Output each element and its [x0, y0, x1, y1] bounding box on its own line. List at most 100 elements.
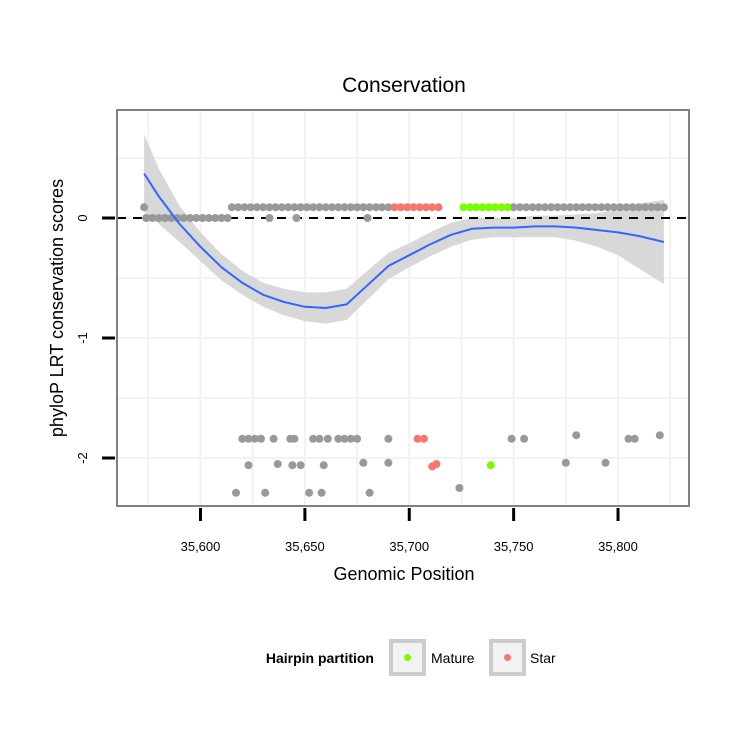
point-other	[186, 214, 195, 222]
point-other	[534, 203, 543, 212]
plot-background	[117, 110, 689, 506]
point-other	[234, 203, 243, 212]
point-other	[359, 458, 368, 467]
point-other	[259, 203, 268, 212]
legend-label-mature: Mature	[431, 650, 475, 666]
point-other	[547, 203, 556, 212]
point-other	[541, 203, 549, 212]
point-other	[597, 203, 606, 212]
point-other	[319, 461, 328, 470]
point-other	[192, 214, 201, 222]
point-other	[321, 203, 330, 212]
point-star	[396, 203, 405, 212]
point-other	[384, 458, 393, 467]
point-other	[515, 203, 524, 212]
point-other	[161, 214, 169, 222]
point-other	[273, 460, 282, 468]
point-other	[265, 203, 274, 212]
point-star	[403, 203, 412, 212]
point-mature	[497, 203, 506, 212]
point-star	[390, 203, 399, 212]
point-other	[290, 434, 299, 443]
point-other	[246, 203, 255, 212]
point-other	[140, 203, 149, 212]
point-other	[296, 203, 305, 212]
point-other	[566, 203, 574, 212]
point-other	[641, 203, 650, 212]
point-other	[603, 203, 612, 212]
point-other	[148, 214, 157, 222]
point-other	[591, 203, 600, 212]
point-other	[655, 431, 664, 440]
point-mature	[503, 203, 512, 212]
point-star	[409, 203, 418, 212]
x-tick-label: 35,650	[285, 539, 325, 554]
point-other	[346, 203, 355, 212]
point-other	[309, 203, 318, 212]
point-other	[630, 434, 639, 443]
point-other	[353, 203, 362, 212]
legend: Hairpin partition Mature Star	[266, 639, 556, 676]
point-other	[305, 488, 314, 497]
point-other	[292, 214, 301, 222]
point-other	[509, 203, 518, 212]
point-star	[432, 460, 441, 468]
point-mature	[465, 203, 474, 212]
x-tick-label: 35,600	[181, 539, 221, 554]
point-other	[257, 434, 265, 443]
point-other	[365, 203, 374, 212]
point-other	[269, 434, 278, 443]
point-other	[353, 434, 362, 443]
point-other	[365, 488, 374, 497]
point-star	[428, 203, 437, 212]
point-mature	[486, 461, 495, 470]
point-other	[346, 434, 355, 443]
point-other	[340, 434, 349, 443]
point-other	[622, 203, 631, 212]
point-other	[296, 461, 305, 470]
point-other	[204, 214, 213, 222]
legend-title: Hairpin partition	[266, 650, 374, 666]
point-star	[413, 434, 422, 443]
point-other	[334, 203, 343, 212]
y-axis: 0 -1 -2	[75, 214, 115, 464]
point-other	[227, 203, 236, 212]
point-other	[653, 203, 662, 212]
point-other	[572, 203, 581, 212]
plot-area	[116, 109, 690, 507]
point-other	[238, 434, 247, 443]
y-axis-title: phyloP LRT conservation scores	[47, 179, 67, 437]
point-other	[371, 203, 380, 212]
point-other	[507, 434, 516, 443]
point-other	[284, 203, 293, 212]
point-other	[634, 203, 643, 212]
point-other	[211, 214, 220, 222]
chart-title: Conservation	[342, 74, 466, 97]
point-other	[277, 203, 286, 212]
point-other	[624, 434, 633, 443]
point-other	[559, 203, 568, 212]
point-other	[250, 434, 259, 443]
legend-label-star: Star	[530, 650, 556, 666]
x-tick-label: 35,750	[494, 539, 534, 554]
point-other	[528, 203, 537, 212]
point-other	[217, 214, 226, 222]
point-other	[522, 203, 531, 212]
point-other	[240, 203, 249, 212]
point-other	[271, 203, 280, 212]
point-mature	[472, 203, 481, 212]
x-axis-title: Genomic Position	[333, 564, 474, 584]
point-other	[647, 203, 656, 212]
point-other	[378, 203, 387, 212]
point-other	[616, 203, 625, 212]
point-other	[553, 203, 562, 212]
point-star	[434, 203, 443, 212]
point-other	[455, 484, 464, 492]
y-tick-label: -1	[75, 332, 90, 344]
point-other	[244, 434, 253, 443]
point-star	[415, 203, 424, 212]
point-other	[223, 214, 232, 222]
point-other	[520, 434, 529, 443]
point-other	[659, 203, 668, 212]
point-other	[363, 214, 372, 222]
